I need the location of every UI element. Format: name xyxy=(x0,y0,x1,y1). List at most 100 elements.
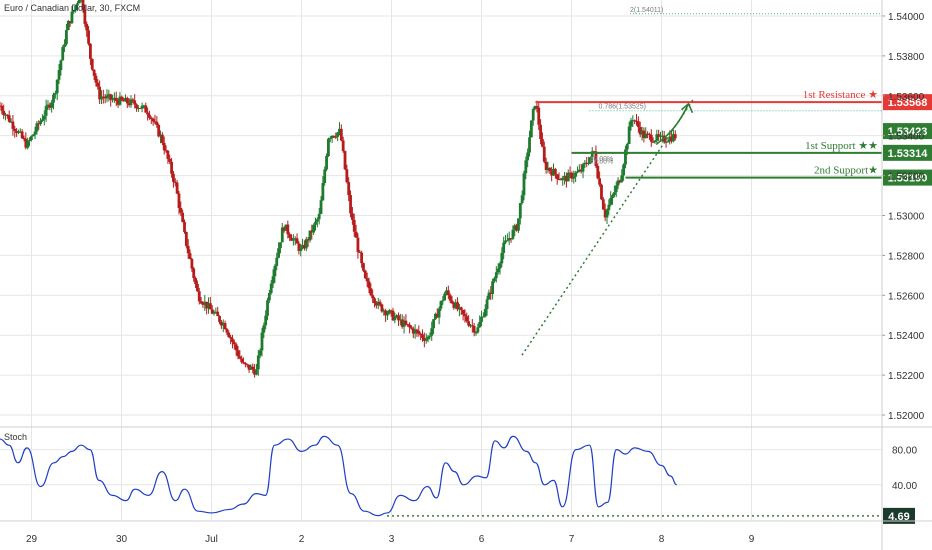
price-tick-label: 1.53400 xyxy=(888,132,925,143)
candle-body xyxy=(96,82,100,87)
candle-body xyxy=(207,303,210,309)
candle-body xyxy=(269,283,273,294)
candle-body xyxy=(363,270,367,279)
candle-body xyxy=(511,229,515,239)
price-badge-label: 1.53314 xyxy=(888,148,929,160)
candle-body xyxy=(157,124,161,137)
candle-body xyxy=(590,151,594,158)
price-tick-label: 1.52600 xyxy=(888,291,925,302)
candle-body xyxy=(522,173,526,196)
candle-body xyxy=(245,364,249,366)
candle-body xyxy=(35,123,39,132)
candle-body xyxy=(517,218,520,231)
candle-body xyxy=(539,124,542,140)
candle-body xyxy=(334,136,338,138)
candle-body xyxy=(371,295,375,299)
candle-body xyxy=(384,310,388,316)
candle-body xyxy=(533,105,537,110)
candle-body xyxy=(498,263,502,269)
candle-body xyxy=(605,209,609,218)
candle-body xyxy=(354,231,358,238)
candle-body xyxy=(487,292,491,300)
candle-body xyxy=(303,245,306,249)
candle-body xyxy=(83,9,87,24)
candle-body xyxy=(526,152,530,161)
candle-body xyxy=(474,332,478,334)
candle-body xyxy=(417,330,421,334)
candle-body xyxy=(286,224,290,235)
candle-body xyxy=(589,157,592,163)
candle-body xyxy=(550,170,554,176)
candle-body xyxy=(421,334,424,338)
candle-body xyxy=(70,11,74,24)
candle-body xyxy=(251,366,255,370)
candle-body xyxy=(188,253,192,259)
candle-body xyxy=(555,174,559,179)
candle-body xyxy=(616,180,620,186)
candle-body xyxy=(242,362,245,364)
candle-body xyxy=(42,115,46,120)
price-pane-background xyxy=(0,0,882,425)
candle-body xyxy=(41,119,44,121)
candle-body xyxy=(478,321,482,328)
candle-body xyxy=(140,105,144,109)
candle-body xyxy=(57,70,61,80)
candle-body xyxy=(583,162,587,165)
candle-body xyxy=(53,93,57,95)
candle-body xyxy=(196,283,199,292)
price-tick-label: 1.53000 xyxy=(888,211,925,222)
candle-body xyxy=(172,173,175,182)
price-tick-label: 1.52400 xyxy=(888,331,925,342)
candle-body xyxy=(369,288,373,296)
candle-body xyxy=(122,99,126,102)
candle-body xyxy=(611,195,614,199)
price-badge-label: 1.53190 xyxy=(888,173,928,185)
candle-body xyxy=(465,316,469,322)
candle-body xyxy=(33,131,37,135)
candle-body xyxy=(664,141,668,143)
price-tick-label: 1.52800 xyxy=(888,251,925,262)
candle-body xyxy=(142,105,146,107)
candle-body xyxy=(469,325,472,327)
candle-body xyxy=(341,140,345,152)
time-tick-label: 3 xyxy=(389,534,395,545)
candle-body xyxy=(166,150,170,159)
candle-body xyxy=(624,149,627,165)
candle-body xyxy=(537,107,541,125)
candle-body xyxy=(452,303,456,308)
candle-body xyxy=(0,105,4,111)
candle-body xyxy=(44,106,48,116)
stoch-last-label: 4.69 xyxy=(888,511,909,523)
candle-body xyxy=(135,104,138,109)
candle-body xyxy=(293,238,297,240)
candle-body xyxy=(500,252,504,264)
candle-body xyxy=(347,182,351,196)
candle-body xyxy=(441,300,445,302)
candle-body xyxy=(314,221,317,225)
candle-body xyxy=(485,299,489,310)
candle-body xyxy=(146,112,149,115)
candle-body xyxy=(255,369,258,375)
candle-body xyxy=(612,192,616,196)
candle-body xyxy=(489,292,493,294)
candle-body xyxy=(190,258,194,269)
candle-body xyxy=(50,102,54,108)
candle-body xyxy=(382,310,386,312)
candle-body xyxy=(129,99,133,106)
price-badge xyxy=(883,169,932,186)
candle-body xyxy=(659,135,662,137)
candle-body xyxy=(470,325,474,327)
candle-body xyxy=(201,303,205,305)
candle-body xyxy=(243,362,247,365)
level-label-1st-support: 1st Support ★★ xyxy=(805,140,878,152)
candle-body xyxy=(502,242,506,253)
candle-body xyxy=(118,96,122,105)
candle-body xyxy=(406,324,410,326)
candle-body xyxy=(153,121,157,123)
candles xyxy=(0,0,677,378)
candle-body xyxy=(660,135,664,137)
candle-body xyxy=(168,158,172,162)
candle-body xyxy=(65,30,68,45)
